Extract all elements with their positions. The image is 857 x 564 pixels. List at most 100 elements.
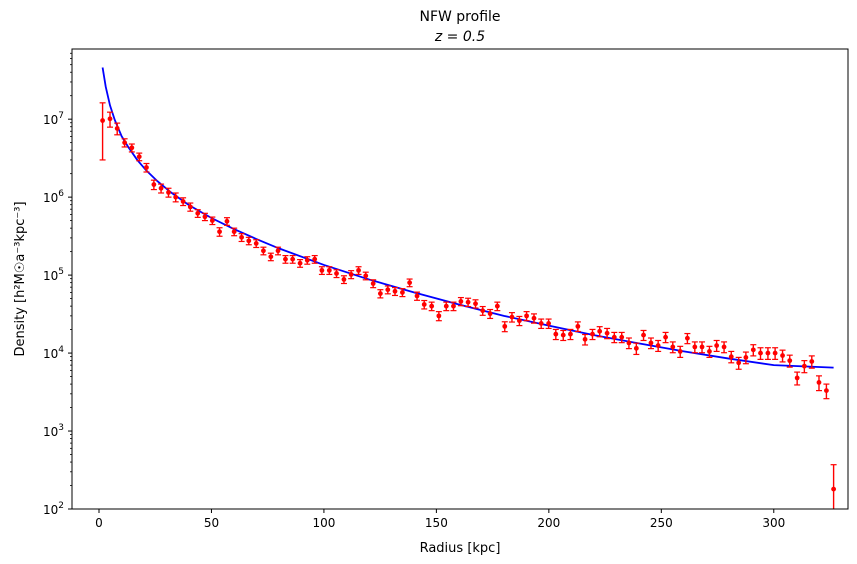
- point-marker: [202, 214, 208, 220]
- point-marker: [473, 301, 478, 307]
- point-marker: [166, 190, 171, 195]
- data-point: [633, 342, 640, 356]
- point-marker: [107, 116, 113, 122]
- point-marker: [100, 118, 105, 123]
- point-marker: [421, 302, 427, 307]
- point-marker: [400, 289, 405, 295]
- point-marker: [604, 330, 610, 336]
- point-marker: [385, 287, 391, 293]
- point-marker: [319, 267, 325, 273]
- data-point: [384, 285, 391, 295]
- x-tick-label: 50: [204, 516, 219, 530]
- data-point: [574, 321, 581, 333]
- point-marker: [407, 280, 413, 286]
- data-point: [735, 356, 742, 370]
- data-point: [260, 246, 267, 256]
- data-point: [267, 252, 274, 262]
- point-marker: [626, 340, 632, 346]
- data-point: [808, 355, 815, 369]
- data-point: [428, 301, 435, 312]
- point-marker: [546, 321, 552, 326]
- data-point: [311, 254, 318, 264]
- point-marker: [129, 145, 135, 151]
- point-marker: [231, 229, 237, 235]
- data-point: [596, 326, 603, 338]
- point-marker: [246, 238, 252, 244]
- data-point: [516, 315, 523, 327]
- data-point: [370, 279, 377, 289]
- point-marker: [509, 314, 515, 320]
- point-marker: [217, 229, 222, 235]
- point-marker: [655, 343, 661, 348]
- point-marker: [575, 323, 581, 329]
- point-marker: [414, 293, 420, 299]
- point-marker: [122, 140, 128, 146]
- point-marker: [195, 210, 201, 216]
- y-tick-label: 106: [43, 189, 64, 205]
- data-point: [99, 102, 106, 161]
- point-marker: [801, 363, 807, 369]
- point-marker: [641, 332, 646, 338]
- point-marker: [275, 248, 281, 254]
- point-marker: [334, 271, 339, 276]
- data-point: [801, 360, 808, 374]
- nfw-fit-line: [101, 67, 834, 369]
- data-point: [669, 341, 676, 354]
- data-point: [223, 217, 230, 226]
- point-marker: [692, 344, 698, 350]
- point-marker: [531, 315, 537, 321]
- data-point: [786, 354, 793, 368]
- data-point: [377, 289, 384, 299]
- point-marker: [224, 218, 230, 224]
- point-marker: [158, 185, 164, 191]
- data-point: [501, 321, 508, 333]
- point-marker: [348, 272, 354, 277]
- data-point: [355, 266, 362, 276]
- point-marker: [633, 345, 639, 351]
- x-tick-label: 100: [312, 516, 335, 530]
- chart-title-line1: NFW profile: [419, 9, 500, 25]
- data-point: [245, 236, 252, 246]
- point-marker: [677, 349, 683, 354]
- data-point: [728, 350, 735, 364]
- data-point: [121, 138, 128, 148]
- point-marker: [326, 267, 332, 273]
- data-point: [684, 332, 691, 345]
- point-marker: [758, 350, 763, 356]
- data-point: [655, 339, 662, 353]
- point-marker: [502, 323, 508, 329]
- point-marker: [480, 308, 486, 314]
- data-point: [830, 464, 837, 509]
- data-point: [757, 347, 764, 360]
- point-marker: [239, 234, 244, 240]
- data-point: [231, 227, 238, 237]
- x-tick-label: 0: [95, 516, 103, 530]
- y-tick-label: 104: [43, 345, 64, 361]
- x-tick-label: 150: [425, 516, 448, 530]
- point-marker: [144, 165, 149, 170]
- data-point: [472, 299, 479, 309]
- point-marker: [765, 350, 771, 356]
- data-point: [545, 318, 552, 330]
- data-point: [414, 291, 421, 301]
- point-marker: [341, 277, 347, 282]
- data-point: [772, 347, 779, 360]
- data-point: [238, 233, 245, 243]
- point-marker: [458, 298, 464, 304]
- data-point: [604, 327, 611, 340]
- chart-title-line2: z = 0.5: [434, 29, 485, 45]
- data-point: [552, 328, 559, 341]
- data-point: [107, 111, 114, 128]
- data-point: [180, 197, 187, 207]
- data-point: [531, 313, 538, 324]
- data-point: [457, 296, 464, 307]
- data-point: [779, 349, 786, 363]
- data-point: [487, 308, 494, 320]
- point-marker: [816, 380, 822, 385]
- x-axis: 0 50 100 150 200 250 300: [95, 509, 785, 530]
- y-tick-label: 105: [43, 267, 64, 283]
- point-marker: [538, 321, 544, 326]
- point-marker: [370, 281, 376, 286]
- data-point: [201, 212, 208, 222]
